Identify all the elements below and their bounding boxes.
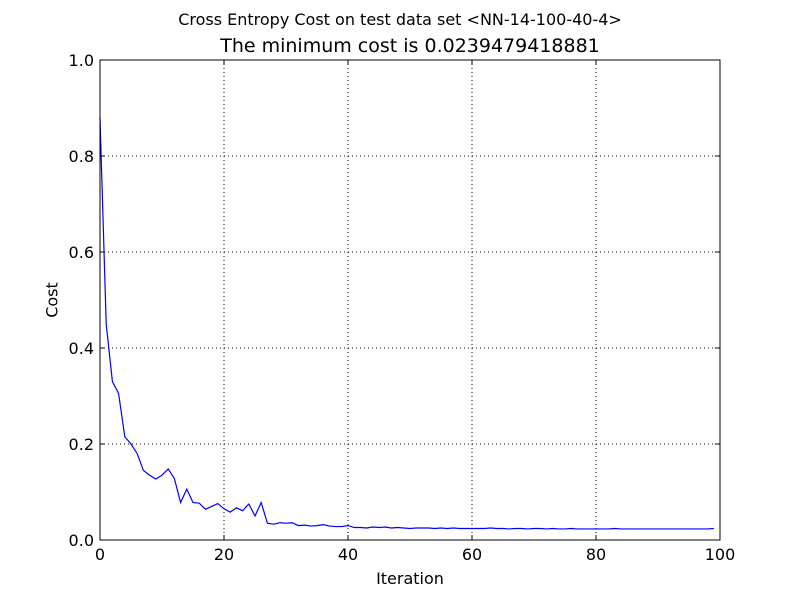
x-tick-label: 20 [214, 545, 234, 564]
y-tick-label: 0.0 [69, 531, 94, 550]
x-axis-label: Iteration [376, 569, 444, 588]
y-tick-label: 0.6 [69, 243, 94, 262]
chart-suptitle: Cross Entropy Cost on test data set <NN-… [178, 10, 622, 29]
tick-labels: 0 20 40 60 80 100 0.0 0.2 0.4 0.6 0.8 1.0 [69, 51, 736, 564]
y-tick-label: 0.2 [69, 435, 94, 454]
y-axis-label: Cost [42, 282, 62, 318]
y-tick-label: 0.4 [69, 339, 94, 358]
axis-ticks [99, 59, 721, 541]
cost-series-line [99, 117, 714, 530]
x-tick-label: 100 [705, 545, 736, 564]
plot-area-frame [99, 59, 721, 541]
y-tick-label: 1.0 [69, 51, 94, 70]
y-tick-label: 0.8 [69, 147, 94, 166]
x-tick-label: 0 [95, 545, 105, 564]
x-tick-label: 40 [338, 545, 358, 564]
grid-lines [99, 59, 721, 541]
chart-title: The minimum cost is 0.0239479418881 [220, 35, 600, 57]
x-tick-label: 60 [462, 545, 482, 564]
x-tick-label: 80 [586, 545, 606, 564]
